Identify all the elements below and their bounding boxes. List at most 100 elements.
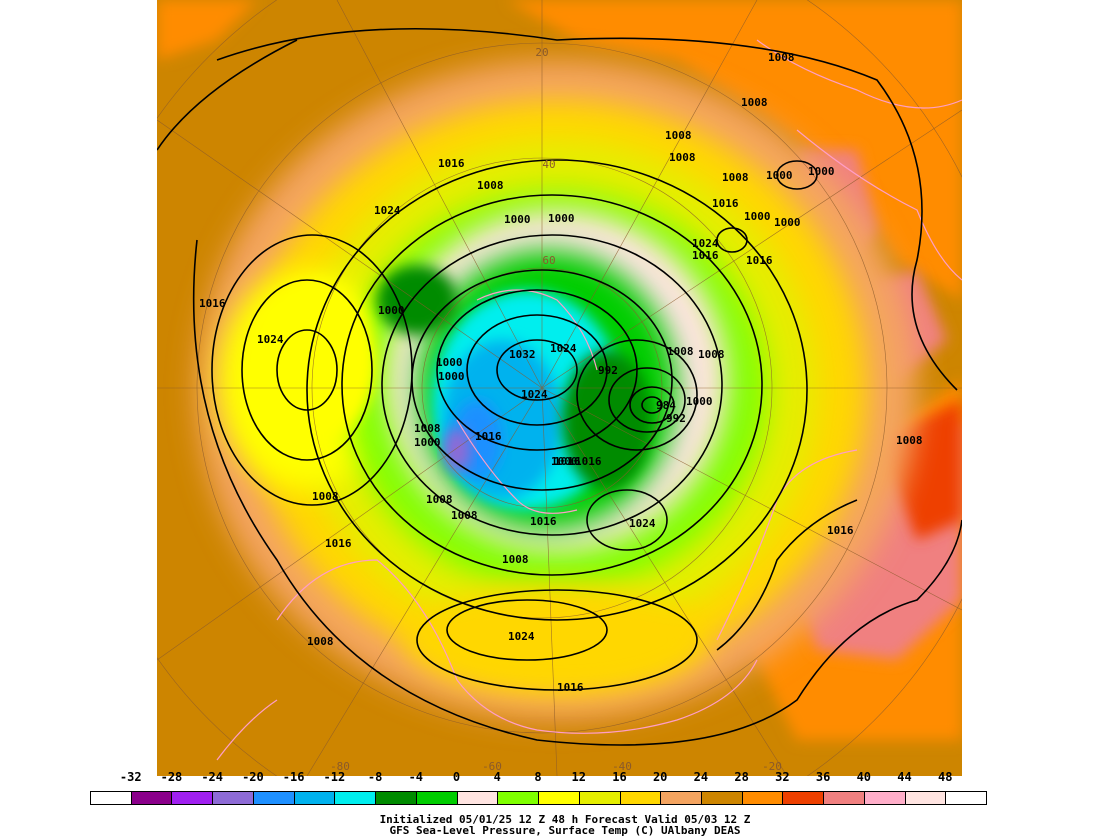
colorbar-tick-label: -20 [242, 770, 264, 784]
isobar-label: 1000 [436, 356, 463, 369]
isobar-label: 1016 [475, 430, 502, 443]
isobar-label: 1000 [438, 370, 465, 383]
colorbar-swatch [172, 792, 214, 804]
isobar-label: 1024 [629, 517, 656, 530]
colorbar-swatch [253, 792, 295, 804]
lat-label: 40 [542, 158, 555, 171]
isobar-label: 1016 [557, 681, 584, 694]
colorbar-tick-label: 24 [693, 770, 709, 784]
colorbar-swatch [335, 792, 377, 804]
colorbar-swatch [294, 792, 336, 804]
isobar-label: 1016 [746, 254, 773, 267]
isobar-label: 1000 [414, 436, 441, 449]
isobar-labels: 1008 1008 1008 1008 1008 1000 1000 1000 … [199, 51, 923, 694]
isobar-label: 1000 [551, 455, 578, 468]
colorbar-tick-label: 20 [652, 770, 668, 784]
isobar-label: 1016 [712, 197, 739, 210]
isobar-label: 1016 [827, 524, 854, 537]
colorbar-swatch [905, 792, 947, 804]
temperature-colorbar [90, 791, 987, 805]
colorbar-tick-label: 32 [775, 770, 790, 784]
lat-label: 60 [542, 254, 555, 267]
colorbar-swatch [620, 792, 662, 804]
isobar-label: 992 [598, 364, 618, 377]
isobar-label: 1016 [575, 455, 602, 468]
lon-label: -40 [612, 760, 632, 773]
colorbar-swatch [539, 792, 580, 804]
colorbar-swatch [702, 792, 743, 804]
isobar-label: 1008 [665, 129, 692, 142]
isobar-label: 1000 [774, 216, 801, 229]
colorbar-tick-label: 28 [734, 770, 749, 784]
map-graticule [157, 0, 962, 776]
lon-label: -60 [482, 760, 502, 773]
isobar-label: 1008 [741, 96, 768, 109]
colorbar-tick-label: -12 [323, 770, 346, 784]
colorbar-tick-label: 16 [612, 770, 627, 784]
colorbar-tick-label: 12 [571, 770, 586, 784]
colorbar-swatch [91, 792, 132, 804]
colorbar-swatch [783, 792, 825, 804]
isobar-label: 1008 [312, 490, 339, 503]
isobar-label: 1008 [698, 348, 725, 361]
colorbar-swatch [416, 792, 458, 804]
map-caption: Initialized 05/01/25 12 Z 48 h Forecast … [0, 814, 1120, 836]
isobar-label: 1016 [199, 297, 226, 310]
colorbar-tick-label: -24 [201, 770, 224, 784]
colorbar-swatch [579, 792, 621, 804]
isobar-label: 1000 [686, 395, 713, 408]
isobar-label: 1016 [530, 515, 557, 528]
isobar-label: 1000 [504, 213, 531, 226]
isobar-label: 1024 [257, 333, 284, 346]
caption-line-1: Initialized 05/01/25 12 Z 48 h Forecast … [379, 813, 751, 826]
isobar-label: 1008 [768, 51, 795, 64]
isobar-label: 1024 [692, 237, 719, 250]
colorbar-tick-label: -32 [119, 770, 142, 784]
graticule-labels: 20 40 60 -80 -60 -40 -20 [330, 46, 782, 773]
forecast-map: 20 40 60 -80 -60 -40 -20 1008 1008 1008 … [157, 0, 962, 776]
isobar-label: 1016 [554, 455, 581, 468]
colorbar-tick-label: -4 [408, 770, 424, 784]
coastlines [216, 39, 962, 761]
colorbar-swatch [376, 792, 417, 804]
caption-line-2: GFS Sea-Level Pressure, Surface Temp (C)… [389, 824, 741, 837]
colorbar-swatch [824, 792, 865, 804]
isobar-label: 1024 [550, 342, 577, 355]
isobars [157, 27, 962, 746]
isobar-label: 1008 [477, 179, 504, 192]
isobar-label: 1008 [307, 635, 334, 648]
isobar-label: 1008 [669, 151, 696, 164]
isobar-label: 1000 [378, 304, 405, 317]
colorbar-tick-label: -8 [367, 770, 383, 784]
isobar-label: 992 [666, 412, 686, 425]
colorbar-swatch [457, 792, 499, 804]
isobar-label: 1024 [374, 204, 401, 217]
colorbar-tick-label: 48 [938, 770, 953, 784]
colorbar-swatch [742, 792, 784, 804]
colorbar-tick-label: 4 [493, 770, 501, 784]
isobar-label: 1016 [438, 157, 465, 170]
colorbar-swatch [946, 792, 987, 804]
isobar-label: 1000 [808, 165, 835, 178]
lon-label: -80 [330, 760, 350, 773]
colorbar-tick-label: -16 [282, 770, 305, 784]
colorbar-swatch [131, 792, 173, 804]
isobar-label: 1000 [548, 212, 575, 225]
colorbar-tick-label: -28 [160, 770, 183, 784]
isobar-label: 1008 [722, 171, 749, 184]
isobar-label: 1008 [896, 434, 923, 447]
colorbar-tick-label: 44 [897, 770, 912, 784]
temperature-field [157, 0, 962, 776]
isobar-label: 1008 [667, 345, 694, 358]
colorbar-swatch [661, 792, 703, 804]
lon-label: -20 [762, 760, 782, 773]
isobar-label: 1024 [521, 388, 548, 401]
isobar-label: 1000 [766, 169, 793, 182]
colorbar-tick-label: 36 [815, 770, 831, 784]
isobar-label: 1000 [744, 210, 771, 223]
colorbar-tick-label: 40 [856, 770, 872, 784]
isobar-label: 984 [656, 399, 676, 412]
colorbar-swatch [498, 792, 540, 804]
map-canvas: 20 40 60 -80 -60 -40 -20 1008 1008 1008 … [157, 0, 962, 776]
isobar-label: 1032 [509, 348, 536, 361]
